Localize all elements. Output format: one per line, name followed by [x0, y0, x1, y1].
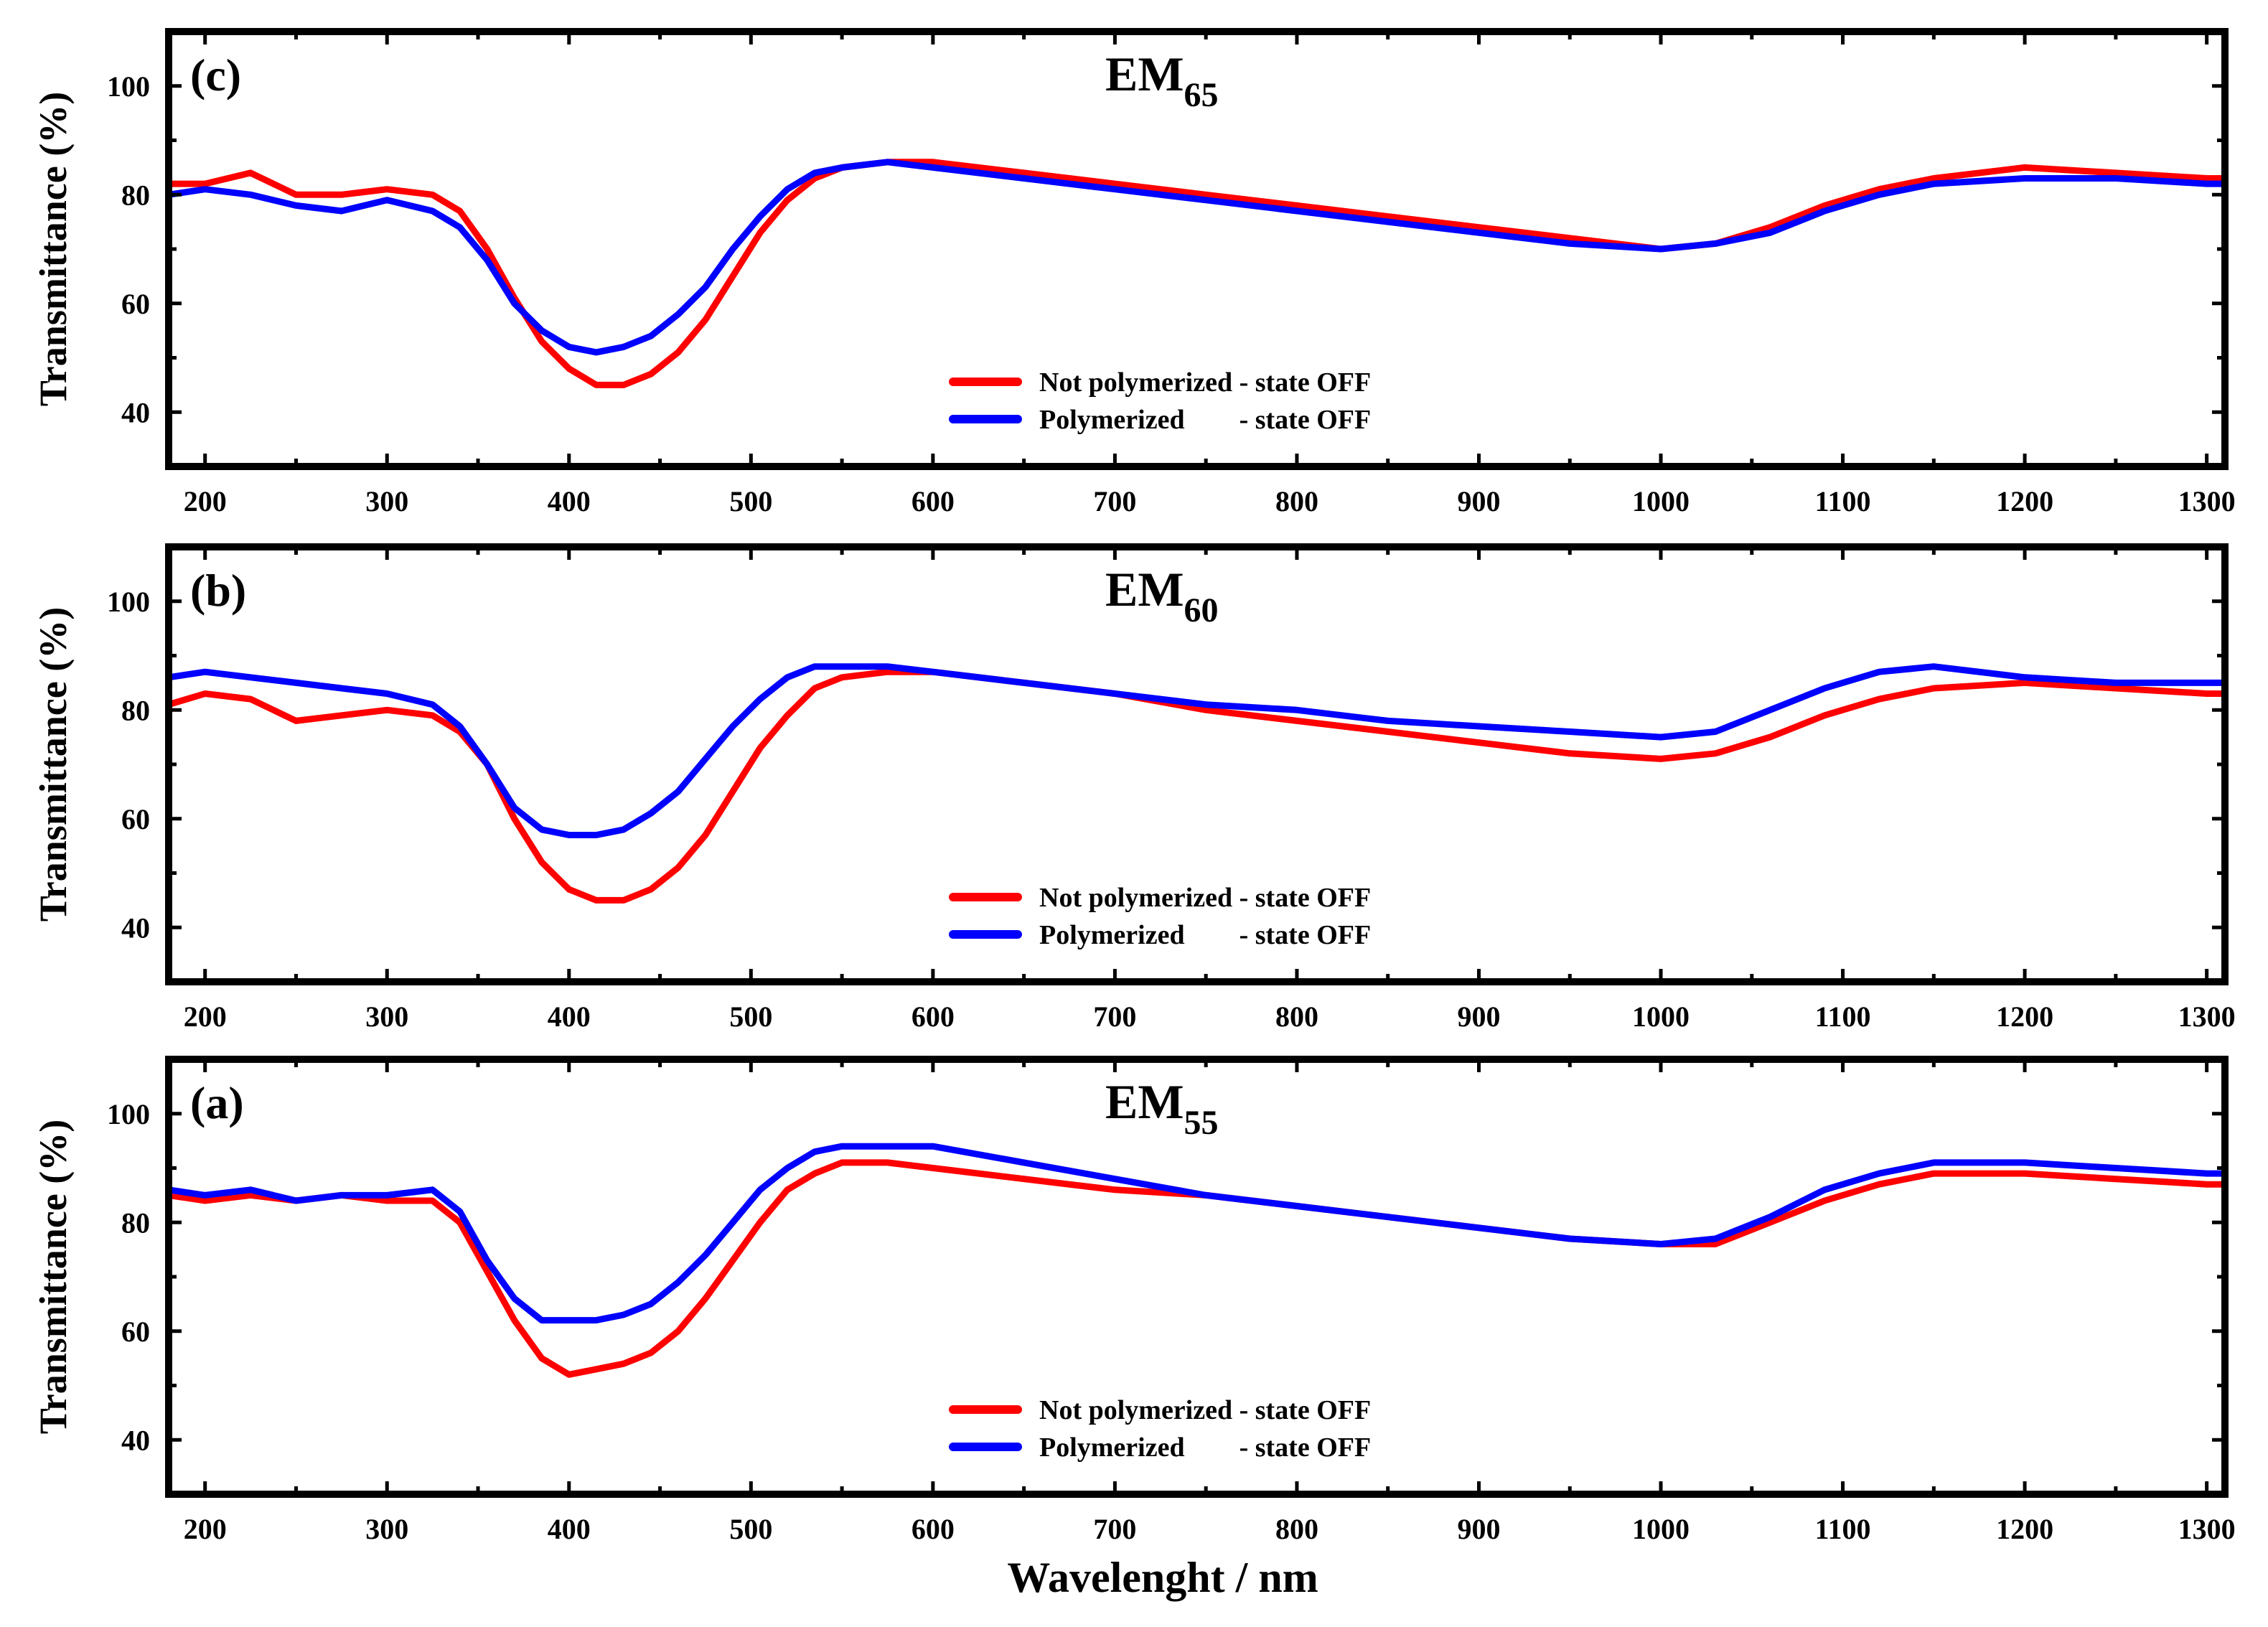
- y-tick-label: 100: [107, 586, 150, 618]
- y-tick-label: 80: [121, 179, 150, 211]
- panel-a: 200 300 400 500 600 700 800 900 1000 1100 1200 1300…: [32, 1056, 2236, 1545]
- panel-title-main: EM: [1105, 562, 1184, 616]
- y-tick-label: 80: [121, 694, 150, 726]
- x-axis-label: Wavelenght / nm: [1007, 1554, 1318, 1601]
- panel-label: (c): [190, 50, 241, 100]
- x-tick-label: 1000: [1632, 1000, 1690, 1033]
- panel-title-subscript: 55: [1184, 1104, 1219, 1142]
- legend-label: Polymerized - state OFF: [1039, 405, 1371, 435]
- x-tick-label: 1200: [1996, 1513, 2053, 1545]
- y-tick-label: 60: [121, 1316, 150, 1348]
- x-tick-label: 500: [729, 1513, 772, 1545]
- x-tick-label: 300: [365, 1000, 408, 1033]
- x-tick-label: 500: [729, 1000, 772, 1033]
- x-tick-label: 1100: [1815, 485, 1871, 517]
- series-group: [169, 663, 2225, 904]
- y-tick-label: 100: [107, 1098, 150, 1130]
- x-tick-label: 1100: [1815, 1000, 1871, 1033]
- x-tick-label: 700: [1093, 1513, 1136, 1545]
- panel-title-subscript: 65: [1184, 76, 1219, 114]
- x-tick-label: 400: [548, 1000, 591, 1033]
- x-tick-label: 400: [548, 485, 591, 517]
- x-tick-label: 400: [548, 1513, 591, 1545]
- x-tick-label: 700: [1093, 1000, 1136, 1033]
- x-tick-label: 900: [1457, 1513, 1500, 1545]
- series-line-not-polymerized: [169, 159, 2225, 388]
- x-tick-label: 1300: [2178, 485, 2236, 517]
- x-tick-label: 600: [912, 1513, 955, 1545]
- y-tick-label: 40: [121, 1424, 150, 1456]
- x-tick-label: 800: [1275, 1513, 1318, 1545]
- x-tick-label: 900: [1457, 1000, 1500, 1033]
- x-tick-label: 500: [729, 485, 772, 517]
- legend-label: Not polymerized - state OFF: [1039, 1395, 1371, 1425]
- series-line-not-polymerized: [169, 1159, 2225, 1378]
- legend-label: Not polymerized - state OFF: [1039, 883, 1371, 913]
- legend-label: Polymerized - state OFF: [1039, 1433, 1371, 1463]
- series-line-polymerized: [169, 663, 2225, 838]
- y-axis-label: Transmittance (%): [32, 92, 75, 406]
- x-tick-label: 900: [1457, 485, 1500, 517]
- x-tick-label: 200: [184, 1513, 227, 1545]
- y-tick-label: 40: [121, 396, 150, 428]
- series-line-polymerized: [169, 1143, 2225, 1324]
- y-tick-label: 100: [107, 70, 150, 103]
- x-tick-label: 1000: [1632, 485, 1690, 517]
- x-tick-label: 800: [1275, 485, 1318, 517]
- series-group: [169, 159, 2225, 388]
- legend-label: Polymerized - state OFF: [1039, 920, 1371, 950]
- x-tick-label: 600: [912, 1000, 955, 1033]
- y-tick-label: 60: [121, 803, 150, 835]
- x-tick-label: 1100: [1815, 1513, 1871, 1545]
- panel-c: 200 300 400 500 600 700 800 900 1000 1100 1200 1300…: [32, 28, 2236, 517]
- x-tick-label: 1200: [1996, 1000, 2053, 1033]
- panel-b: 200 300 400 500 600 700 800 900 1000 1100 1200 1300…: [32, 543, 2236, 1033]
- x-tick-label: 700: [1093, 485, 1136, 517]
- y-tick-label: 80: [121, 1206, 150, 1239]
- y-axis-label: Transmittance (%): [32, 607, 75, 922]
- x-tick-label: 1300: [2178, 1000, 2236, 1033]
- panel-title-main: EM: [1105, 1074, 1184, 1129]
- legend-label: Not polymerized - state OFF: [1039, 367, 1371, 398]
- panel-title-main: EM: [1105, 47, 1184, 101]
- x-tick-label: 300: [365, 485, 408, 517]
- x-tick-label: 1300: [2178, 1513, 2236, 1545]
- panel-title-subscript: 60: [1184, 591, 1219, 629]
- y-tick-label: 60: [121, 288, 150, 320]
- x-tick-label: 600: [912, 485, 955, 517]
- panel-label: (a): [190, 1077, 244, 1128]
- x-tick-label: 200: [184, 485, 227, 517]
- x-tick-label: 300: [365, 1513, 408, 1545]
- x-tick-label: 1000: [1632, 1513, 1690, 1545]
- series-group: [169, 1143, 2225, 1378]
- x-tick-label: 200: [184, 1000, 227, 1033]
- y-tick-label: 40: [121, 911, 150, 944]
- panel-title: EM65: [1105, 47, 1219, 114]
- panel-title: EM60: [1105, 562, 1219, 629]
- x-tick-label: 1200: [1996, 485, 2053, 517]
- series-line-polymerized: [169, 159, 2225, 356]
- y-axis-label: Transmittance (%): [32, 1120, 75, 1434]
- panel-label: (b): [190, 565, 246, 616]
- series-line-not-polymerized: [169, 668, 2225, 904]
- panel-title: EM55: [1105, 1074, 1219, 1142]
- x-tick-label: 800: [1275, 1000, 1318, 1033]
